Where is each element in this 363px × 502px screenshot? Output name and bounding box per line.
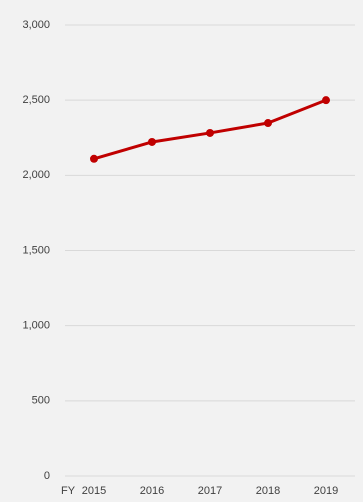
- x-axis-label: FY: [61, 485, 76, 497]
- y-tick-label: 2,500: [22, 94, 50, 106]
- y-tick-label: 1,000: [22, 320, 50, 332]
- point: [148, 137, 156, 146]
- x-tick-label: 2017: [198, 485, 222, 497]
- y-tick-label: 1,500: [22, 244, 50, 256]
- y-tick-label: 2,000: [22, 169, 50, 181]
- x-tick-label: 2018: [256, 485, 280, 497]
- point: [322, 96, 330, 105]
- y-tick-label: 500: [32, 395, 50, 407]
- point: [206, 128, 214, 137]
- point: [264, 119, 272, 128]
- x-tick-label: 2016: [140, 485, 164, 497]
- x-tick-label: 2015: [82, 485, 106, 497]
- y-tick-label: 3,000: [22, 19, 50, 31]
- y-tick-label: 0: [44, 470, 50, 482]
- point: [90, 154, 98, 163]
- x-tick-label: 2019: [314, 485, 338, 497]
